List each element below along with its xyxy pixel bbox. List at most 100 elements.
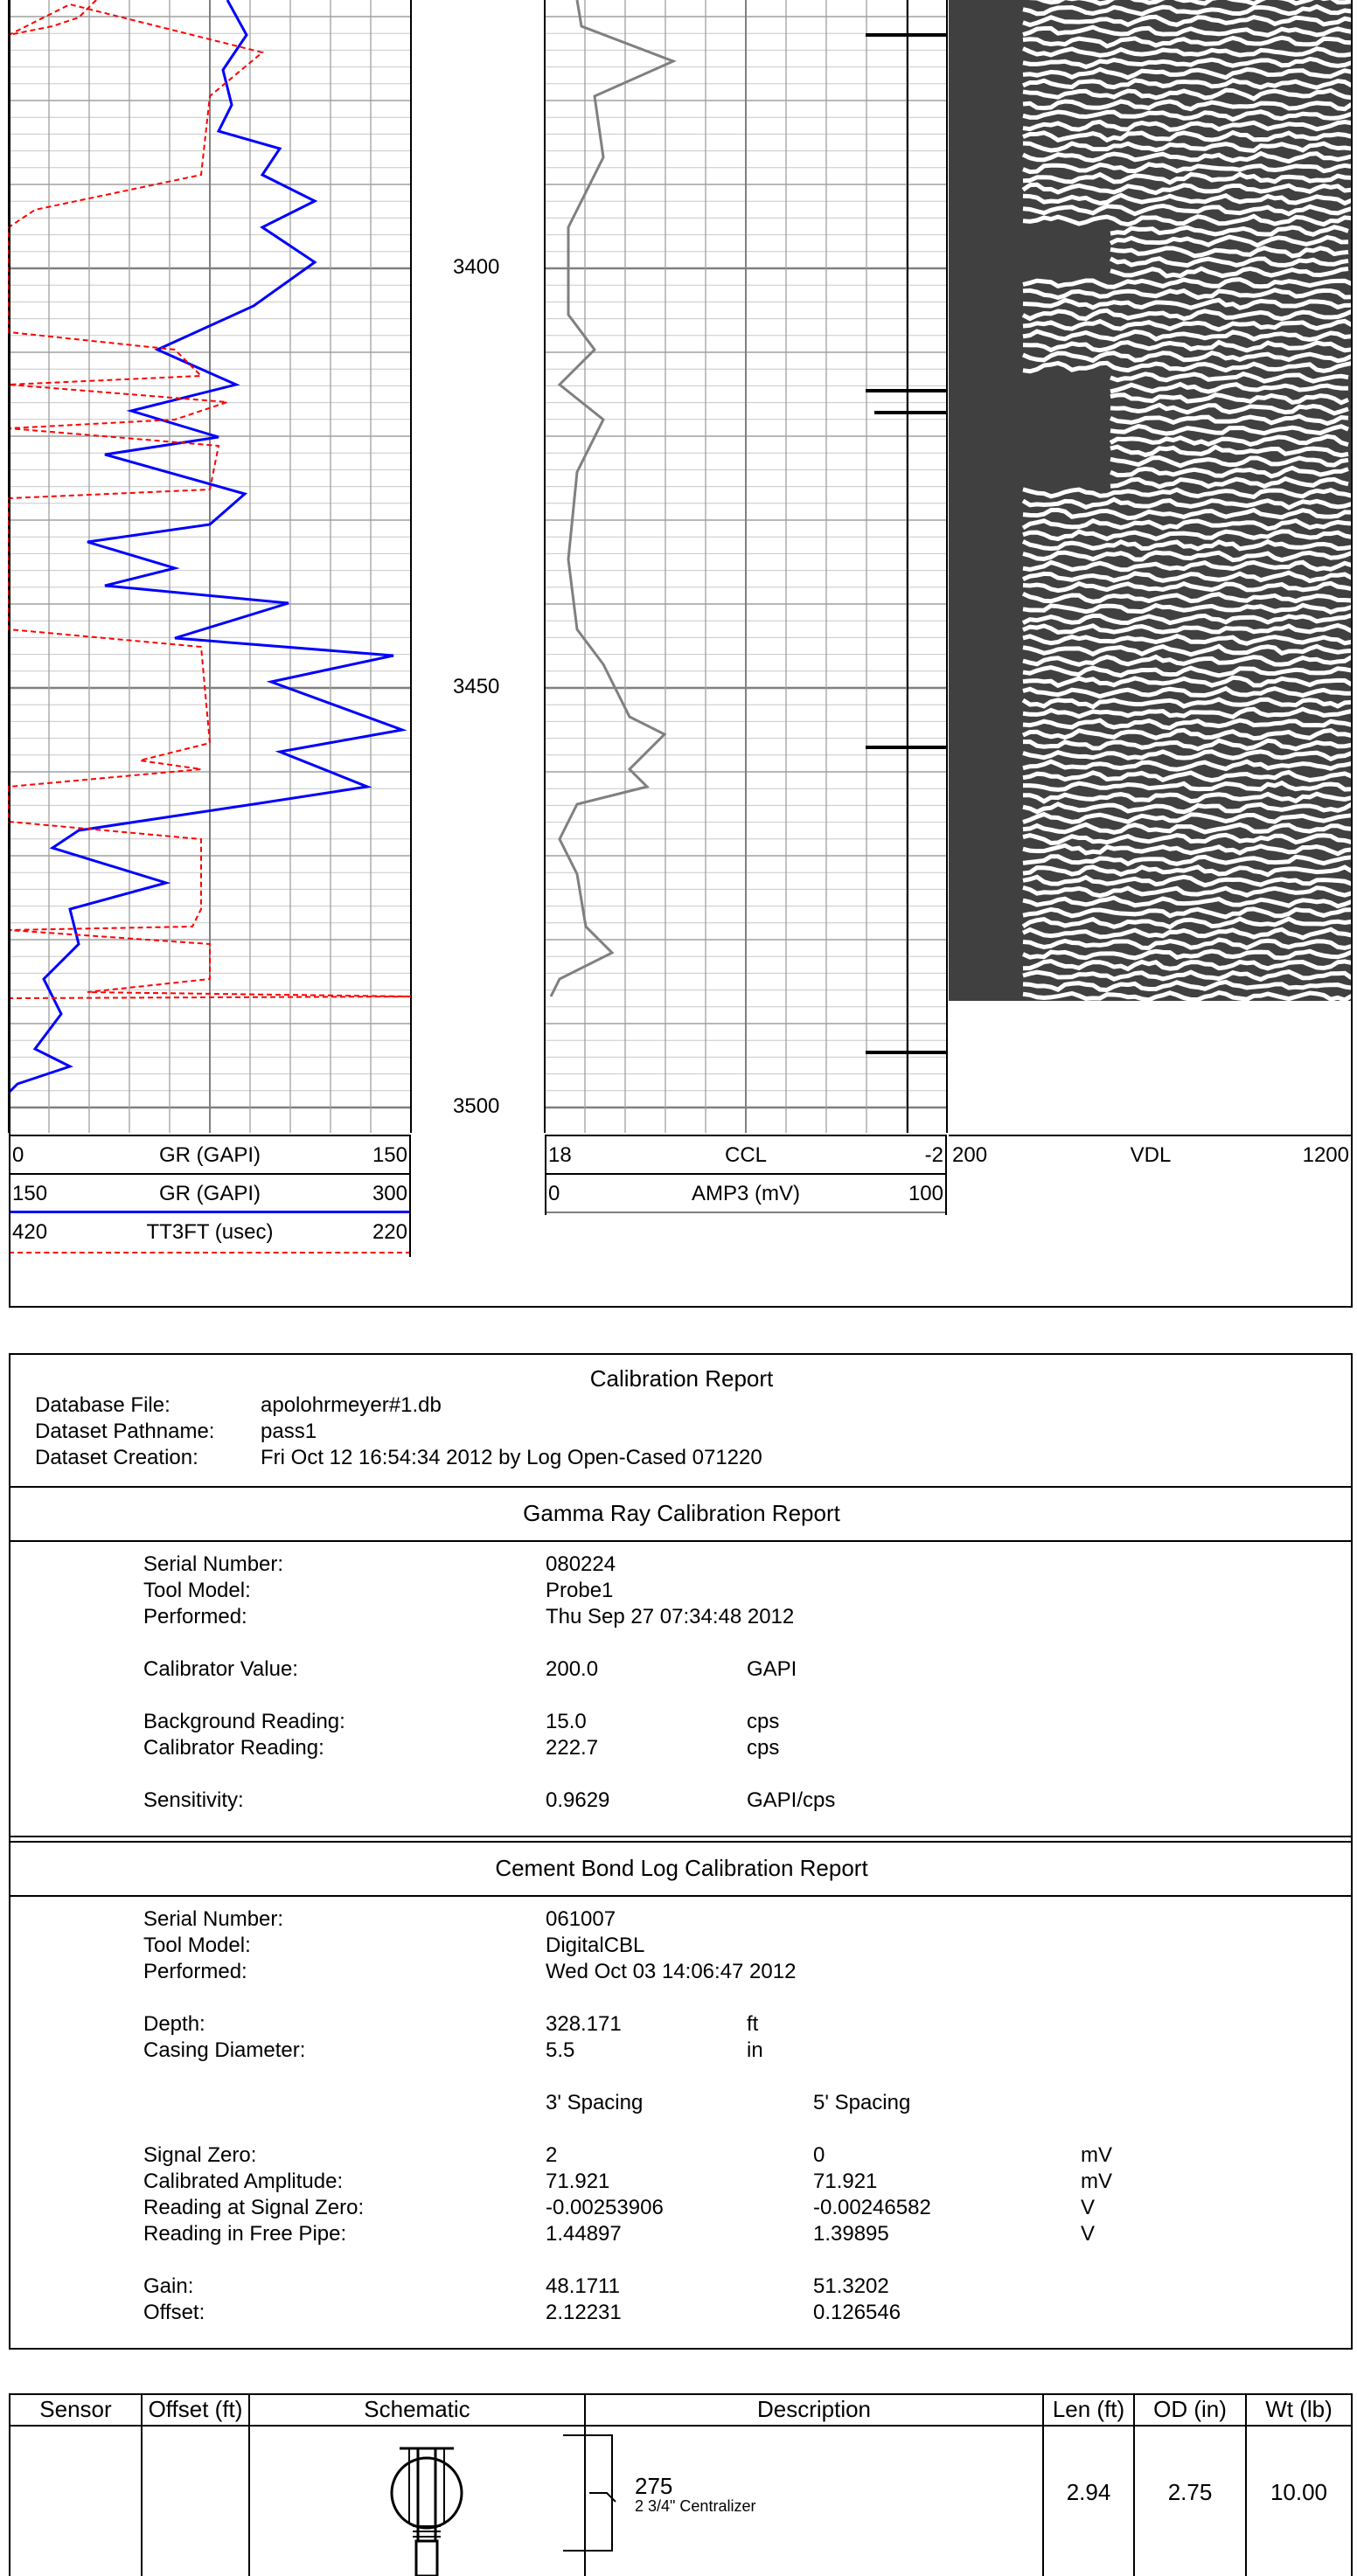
vdl-stripe (1022, 318, 1354, 332)
vdl-stripe (1110, 381, 1349, 394)
vdl-stripe (1022, 832, 1353, 846)
vdl-stripe (1022, 350, 1354, 364)
cbl-depth-unit: ft (747, 2012, 759, 2036)
gamma-bg-unit: cps (747, 1710, 780, 1733)
vdl-stripe (1022, 203, 1353, 217)
vdl-stripe (1022, 297, 1353, 310)
vdl-stripe (1022, 141, 1353, 153)
desc-text: 2 3/4" Centralizer (635, 2497, 756, 2515)
vdl-stripe (1021, 948, 1354, 961)
vdl-stripe (1021, 496, 1353, 510)
vdl-stripe (1022, 769, 1353, 783)
col-header-schematic: Schematic (364, 2396, 470, 2422)
gamma-sens-unit: GAPI/cps (747, 1788, 836, 1812)
vdl-stripe (1022, 989, 1354, 1003)
cbl-fields: Serial Number: 061007 Tool Model: Digita… (10, 1897, 1351, 2334)
scale-name: GR (GAPI) (158, 1182, 261, 1205)
cbl-row-unit: mV (1081, 2170, 1112, 2193)
vdl-stripe (1022, 718, 1353, 731)
gamma-fields: Serial Number: 080224 Tool Model: Probe1… (10, 1542, 1351, 1812)
gamma-sens-value: 0.9629 (546, 1788, 610, 1812)
vdl-stripe (1022, 864, 1354, 878)
gamma-calread-label: Calibrator Reading: (143, 1736, 324, 1760)
cbl-row: Signal Zero: 2 0 mV (10, 2143, 1351, 2170)
vdl-stripe (1022, 685, 1353, 699)
cbl-row-v3: 1.44897 (546, 2222, 622, 2246)
vdl-stripe (1021, 916, 1353, 930)
vdl-stripe (1022, 675, 1354, 689)
vdl-stripe (1022, 56, 1353, 70)
scale-left: 200 (952, 1143, 988, 1167)
vdl-stripe (1022, 99, 1354, 112)
vdl-stripe (1110, 402, 1349, 416)
scale-gr-0-150: 0 GR (GAPI) 150 (9, 1136, 411, 1175)
depth-label-3500: 3500 (453, 1094, 500, 1118)
vdl-stripe (1022, 570, 1354, 584)
vdl-stripe (1022, 706, 1353, 719)
vdl-stripe (1022, 654, 1354, 667)
gamma-performed-label: Performed: (143, 1605, 247, 1628)
gamma-calread-value: 222.7 (546, 1736, 599, 1760)
gamma-serial-label: Serial Number: (143, 1552, 284, 1576)
cbl-row-label: Calibrated Amplitude: (143, 2170, 344, 2193)
scale-left: 0 (12, 1143, 24, 1167)
cbl-row-v5: 71.921 (813, 2170, 878, 2193)
cbl-col-3ft: 3' Spacing (546, 2091, 644, 2114)
vdl-stripe (1110, 444, 1349, 458)
cbl-row-v3: 2 (546, 2143, 558, 2167)
depth-label-3450: 3450 (453, 675, 500, 698)
gamma-model-label: Tool Model: (143, 1579, 251, 1602)
scale-ccl: 18 CCL -2 (545, 1136, 947, 1175)
gamma-calval-unit: GAPI (747, 1657, 797, 1681)
cbl-offset-label: Offset: (143, 2301, 205, 2324)
vdl-stripe (1022, 759, 1353, 772)
scale-left: 0 (548, 1182, 560, 1205)
vdl-stripe (1022, 602, 1353, 614)
vdl-stripe (1027, 0, 1353, 6)
vdl-stripe (1022, 550, 1353, 563)
vdl-stripe (1022, 811, 1353, 824)
cbl-performed-label: Performed: (143, 1960, 247, 1983)
calibration-report: Calibration Report Database File: apoloh… (9, 1353, 1353, 2350)
gamma-bg-label: Background Reading: (143, 1710, 345, 1733)
vdl-stripe (1022, 622, 1354, 635)
cbl-row-v3: 71.921 (546, 2170, 610, 2193)
scale-name: AMP3 (mV) (691, 1182, 800, 1205)
cbl-row-v5: 0 (813, 2143, 825, 2167)
vdl-stripe (1022, 738, 1353, 752)
vdl-stripe (1021, 727, 1353, 741)
scale-name: CCL (724, 1143, 767, 1167)
vdl-stripe (1110, 371, 1349, 384)
vdl-stripe (1110, 476, 1349, 490)
col-header-len: Len (ft) (1052, 2396, 1125, 2422)
cbl-model-value: DigitalCBL (546, 1934, 645, 1957)
cbl-row-v5: 1.39895 (813, 2222, 889, 2246)
creation-value: Fri Oct 12 16:54:34 2012 by Log Open-Cas… (261, 1446, 762, 1469)
vdl-stripe (1021, 538, 1353, 552)
vdl-stripe (1021, 150, 1353, 164)
gamma-title: Gamma Ray Calibration Report (523, 1500, 840, 1526)
vdl-stripe (1109, 234, 1349, 248)
vdl-stripe (1110, 225, 1349, 237)
vdl-stripe (1110, 392, 1349, 406)
scale-left: 18 (548, 1143, 572, 1167)
vdl-stripe (1022, 507, 1353, 521)
vdl-stripe (1022, 802, 1354, 815)
vdl-stripe (1022, 119, 1353, 132)
vdl-stripe (1021, 46, 1353, 58)
col-header-od: OD (in) (1153, 2396, 1227, 2422)
cell-wt: 10.00 (1270, 2479, 1328, 2505)
desc-code: 275 (635, 2473, 673, 2499)
vdl-stripe (1110, 423, 1349, 436)
vdl-stripe (1021, 927, 1353, 941)
gamma-calval-label: Calibrator Value: (143, 1657, 298, 1681)
vdl-stripe (1022, 780, 1353, 792)
vdl-stripe (1022, 854, 1353, 867)
cbl-col-5ft: 5' Spacing (813, 2091, 911, 2114)
creation-label: Dataset Creation: (35, 1446, 198, 1469)
vdl-stripe (1021, 697, 1353, 710)
vdl-stripe (1022, 906, 1353, 920)
scale-right: 150 (372, 1143, 407, 1167)
cbl-row: Calibrated Amplitude: 71.921 71.921 mV (10, 2170, 1351, 2196)
col-header-sensor: Sensor (39, 2396, 112, 2422)
